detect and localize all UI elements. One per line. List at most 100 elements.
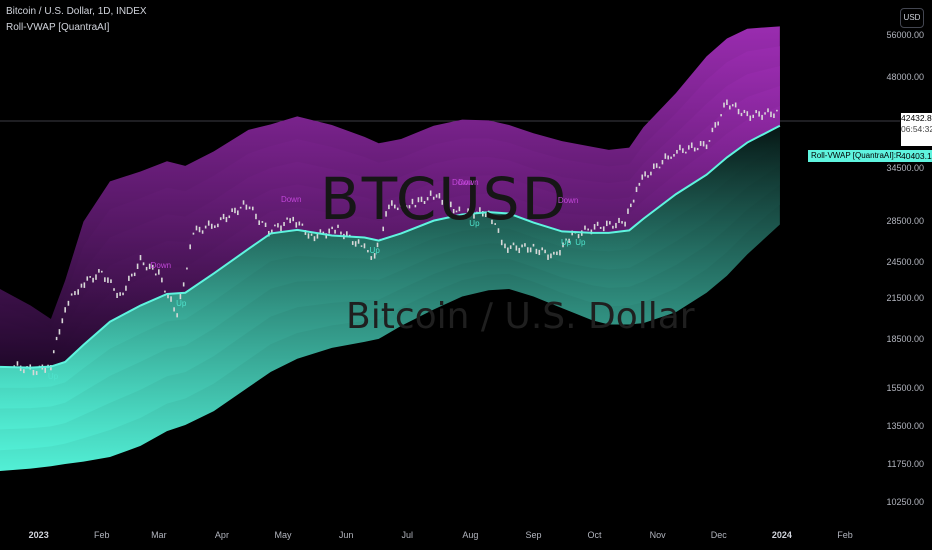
candle bbox=[217, 223, 219, 228]
candle bbox=[621, 221, 623, 224]
candle bbox=[286, 217, 288, 220]
candle bbox=[405, 205, 408, 209]
candle bbox=[720, 114, 722, 117]
candle bbox=[584, 225, 586, 230]
candle bbox=[376, 242, 379, 248]
candle bbox=[44, 367, 47, 373]
candle bbox=[113, 288, 115, 291]
candle bbox=[624, 221, 626, 227]
chart-title[interactable]: Bitcoin / U.S. Dollar, 1D, INDEX bbox=[6, 6, 147, 17]
candle bbox=[70, 293, 73, 296]
candle bbox=[641, 174, 644, 180]
candle bbox=[402, 199, 405, 205]
x-tick-label: Sep bbox=[525, 530, 542, 540]
candle bbox=[310, 233, 313, 236]
candle bbox=[432, 196, 435, 200]
candle bbox=[142, 262, 145, 266]
currency-button[interactable]: USD bbox=[900, 8, 924, 28]
candle bbox=[705, 144, 708, 150]
candle bbox=[292, 216, 295, 222]
candle bbox=[635, 186, 638, 193]
candle bbox=[452, 208, 455, 214]
candle bbox=[632, 199, 635, 203]
signal-up: Up bbox=[176, 299, 187, 309]
signal-up: Up bbox=[47, 371, 59, 381]
candle bbox=[186, 267, 188, 270]
candle bbox=[271, 229, 273, 235]
candle bbox=[161, 277, 163, 283]
signal-up: Up bbox=[575, 238, 586, 248]
x-tick-label: Mar bbox=[151, 530, 167, 540]
candle bbox=[354, 241, 357, 247]
x-tick-label: Oct bbox=[587, 530, 602, 540]
candle bbox=[119, 292, 121, 296]
candle bbox=[145, 266, 148, 271]
candle bbox=[529, 247, 532, 253]
y-tick-label: 34500.00 bbox=[886, 163, 924, 174]
candle bbox=[207, 220, 210, 226]
bar-countdown: 06:54:32 bbox=[901, 124, 932, 134]
candle bbox=[179, 293, 182, 300]
candle bbox=[535, 248, 538, 254]
indicator-label[interactable]: Roll-VWAP [QuantraAI] bbox=[6, 22, 110, 33]
candle bbox=[652, 163, 655, 169]
candle bbox=[133, 272, 136, 277]
candle bbox=[283, 222, 285, 227]
candle bbox=[565, 238, 567, 241]
candle bbox=[491, 219, 493, 225]
candle bbox=[726, 99, 728, 106]
candle bbox=[737, 108, 740, 115]
candle bbox=[52, 350, 55, 354]
candle bbox=[385, 211, 387, 217]
lower-band-3 bbox=[0, 125, 780, 430]
candle bbox=[521, 244, 523, 248]
candle bbox=[714, 122, 717, 128]
candle bbox=[382, 226, 385, 232]
candle bbox=[164, 290, 166, 293]
candle bbox=[420, 196, 423, 202]
candle bbox=[682, 148, 684, 153]
candle bbox=[98, 269, 100, 273]
candle bbox=[547, 254, 549, 260]
candles bbox=[13, 99, 778, 376]
y-tick-label: 48000.00 bbox=[886, 72, 924, 83]
candle bbox=[596, 221, 599, 226]
candle bbox=[679, 144, 681, 151]
last-price: 42432.80 bbox=[901, 113, 932, 123]
candle bbox=[630, 203, 632, 208]
candle bbox=[370, 256, 373, 260]
candle bbox=[158, 269, 160, 275]
candle bbox=[438, 193, 441, 199]
candle bbox=[487, 210, 490, 217]
candle bbox=[89, 276, 91, 278]
candle bbox=[242, 200, 245, 205]
candle bbox=[50, 364, 52, 371]
candle bbox=[734, 102, 737, 108]
candle bbox=[650, 171, 652, 176]
x-tick-label: Apr bbox=[214, 530, 229, 540]
candle bbox=[423, 200, 426, 204]
x-tick-label: Nov bbox=[649, 530, 666, 540]
candle bbox=[729, 105, 731, 110]
y-tick-label: 24500.00 bbox=[886, 257, 924, 268]
candle bbox=[761, 114, 763, 120]
candle bbox=[231, 208, 233, 213]
candle bbox=[67, 300, 70, 306]
candle bbox=[298, 221, 301, 226]
candle bbox=[139, 255, 142, 261]
candle bbox=[767, 108, 769, 113]
candle bbox=[655, 163, 658, 168]
candle bbox=[612, 225, 614, 229]
candle bbox=[214, 225, 216, 228]
candle bbox=[393, 204, 396, 209]
candle bbox=[104, 277, 106, 282]
candle bbox=[228, 215, 231, 219]
candle bbox=[500, 239, 503, 246]
candle bbox=[770, 111, 772, 118]
candle bbox=[280, 225, 282, 231]
signal-up: Up bbox=[469, 219, 480, 229]
candle bbox=[307, 233, 310, 239]
candle bbox=[429, 190, 432, 196]
candle bbox=[346, 231, 348, 237]
